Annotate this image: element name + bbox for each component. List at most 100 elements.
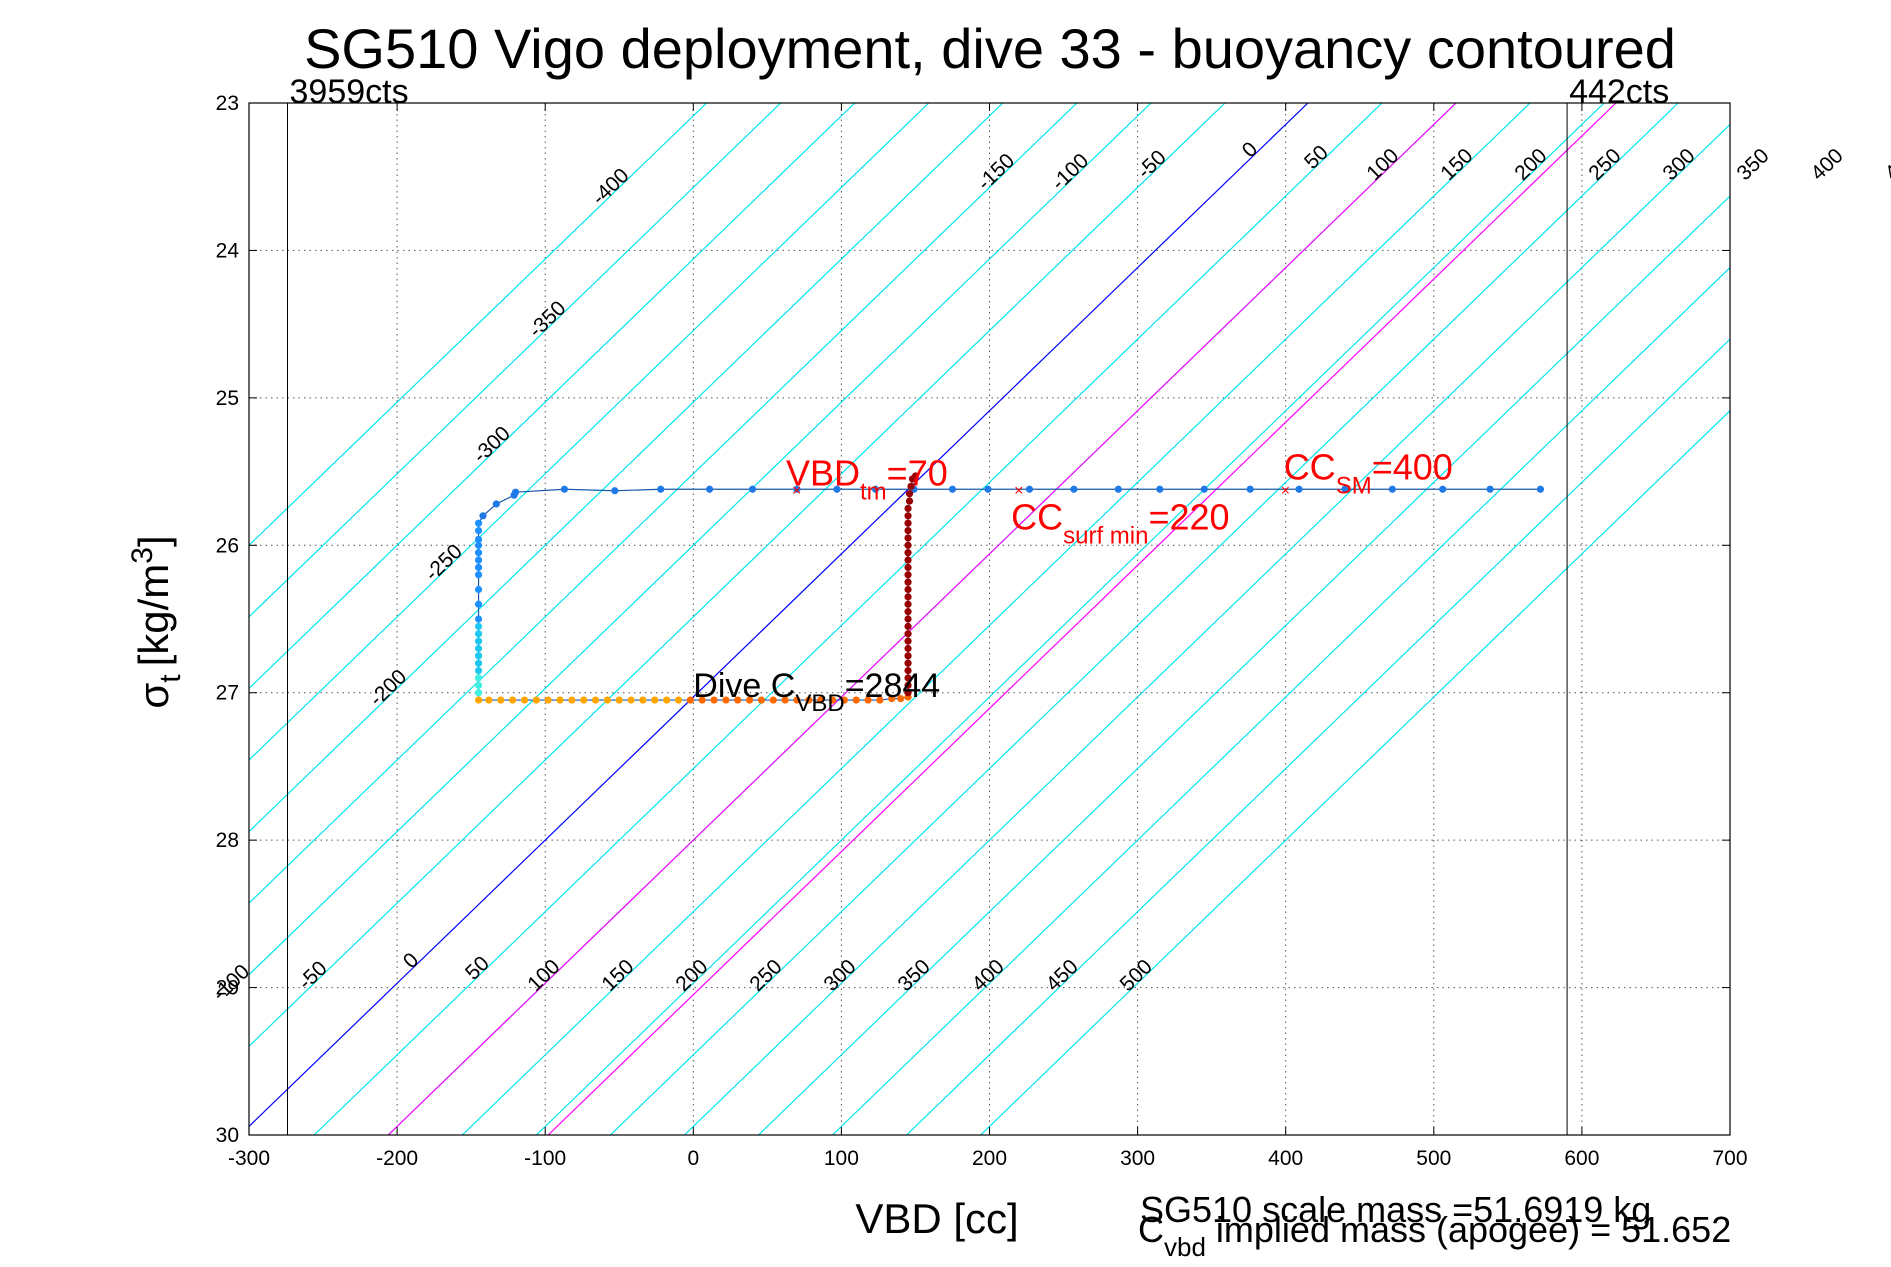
x-tick-label: 400: [1268, 1147, 1303, 1170]
dive-data-point: [904, 534, 912, 542]
dive-data-point: [828, 696, 837, 704]
dive-data-point: [984, 485, 992, 493]
contour-label: 50: [461, 952, 494, 985]
dive-data-point: [639, 696, 647, 704]
dive-data-point: [1114, 485, 1122, 493]
dive-data-point: [904, 519, 912, 527]
dive-data-point: [474, 652, 483, 660]
dive-data-point: [474, 519, 483, 527]
y-tick-label: 29: [216, 977, 239, 1000]
contour-label: 300: [819, 955, 860, 996]
contour-label: 400: [1807, 144, 1848, 185]
dive-data-point: [904, 549, 912, 557]
annotation-main: CC: [1011, 496, 1063, 537]
dive-data-point: [904, 681, 912, 689]
contour-label: 250: [1584, 144, 1625, 185]
dive-data-point: [474, 526, 483, 535]
x-axis-ticks: -300 -200 -100 0 100 200 300 400 500 600 700: [228, 103, 1748, 1170]
y-axis-ticks: 23 24 25 26 27 28 29 30: [216, 92, 1730, 1147]
dive-data-point: [479, 512, 487, 520]
dive-data-point: [603, 696, 612, 704]
dive-data-point: [904, 637, 912, 645]
dive-data-point: [627, 696, 635, 704]
buoyancy-contour-line: [832, 266, 1730, 1135]
contour-labels: -400-350-300-250-200-150 -100 -50 0 50 100 150…: [208, 138, 1891, 1006]
dive-data-point: [615, 696, 623, 704]
dive-data-point: [904, 504, 912, 513]
vbd-limit-label: 442cts: [1569, 73, 1669, 111]
annotation-marker: ×: [792, 482, 801, 499]
y-axis-label-sigma: σ: [130, 683, 177, 709]
buoyancy-contour-line: [461, 103, 1531, 1135]
dive-data-point: [474, 659, 483, 667]
dive-data-point: [474, 644, 483, 653]
contour-label: -250: [421, 540, 467, 586]
contour-label: 300: [1658, 144, 1699, 185]
dive-data-point: [663, 696, 671, 704]
dive-data-point: [904, 608, 912, 616]
dive-data-point: [1486, 485, 1494, 493]
annotation-value: =2844: [845, 667, 941, 705]
dive-data-point: [474, 637, 483, 645]
dive-data-point: [888, 695, 896, 703]
contour-label: 450: [1042, 955, 1083, 996]
dive-data-point: [698, 696, 706, 704]
highlight-contour-line: [547, 103, 1617, 1135]
annotation-main: Dive C: [693, 667, 795, 705]
annotation-dive_c: Dive CVBD=2844: [693, 667, 940, 717]
x-tick-label: -300: [228, 1147, 270, 1170]
buoyancy-contour-line: [609, 103, 1679, 1135]
annotation-marker: ×: [1281, 482, 1290, 499]
y-tick-label: 23: [216, 92, 239, 115]
dive-data-point: [686, 696, 694, 704]
dive-data-point: [840, 696, 848, 704]
y-axis-label-sub: t: [154, 674, 187, 683]
dive-data-point: [904, 541, 912, 549]
dive-data-point: [904, 578, 912, 586]
dive-data-point: [474, 600, 483, 608]
contour-label: 500: [1116, 955, 1157, 996]
y-axis-label-sup: 3: [126, 547, 159, 564]
dive-data-point: [474, 667, 483, 675]
contour-label: -300: [469, 422, 515, 468]
dive-data-point: [497, 696, 505, 704]
dive-data-point: [793, 696, 801, 704]
dive-data-point: [769, 696, 777, 704]
dive-data-point: [904, 512, 912, 520]
dive-data-point: [474, 689, 483, 697]
dive-data-point: [560, 485, 569, 493]
annotation-vbd_tm: VBDtm=70: [786, 452, 948, 505]
y-tick-label: 26: [216, 534, 239, 557]
annotation-marker: ×: [1014, 482, 1023, 499]
annotation-sub: VBD: [795, 690, 844, 717]
dive-data-point: [474, 585, 483, 594]
x-tick-label: 0: [687, 1147, 699, 1170]
footer-scale-mass: SG510 scale mass =51.6919 kg: [1140, 1189, 1651, 1230]
annotation-sub: SM: [1336, 472, 1372, 499]
dive-data-point: [781, 696, 789, 704]
y-tick-label: 30: [216, 1124, 239, 1147]
y-tick-label: 28: [216, 829, 239, 852]
dive-data-point: [1200, 485, 1208, 493]
contour-label: 200: [671, 955, 712, 996]
dive-data-point: [852, 696, 860, 704]
dive-data-point: [904, 615, 912, 623]
dive-data-point: [904, 674, 912, 682]
annotation-sub: surf min: [1063, 522, 1148, 549]
dive-data-point: [1025, 485, 1034, 493]
dive-data-point: [907, 482, 915, 490]
annotation-value: =70: [887, 452, 948, 493]
buoyancy-contour-line: [249, 103, 1309, 1128]
dive-data-point: [911, 472, 920, 480]
dive-data-point: [1295, 485, 1303, 493]
dive-data-point: [474, 630, 483, 638]
buoyancy-contour-line: [249, 103, 856, 690]
dive-data-point: [556, 696, 564, 704]
contour-label: -50: [294, 957, 332, 995]
dive-data-point: [474, 622, 483, 630]
contour-label: 150: [597, 955, 638, 996]
contour-label: 100: [523, 955, 564, 996]
dive-data-point: [904, 526, 912, 535]
